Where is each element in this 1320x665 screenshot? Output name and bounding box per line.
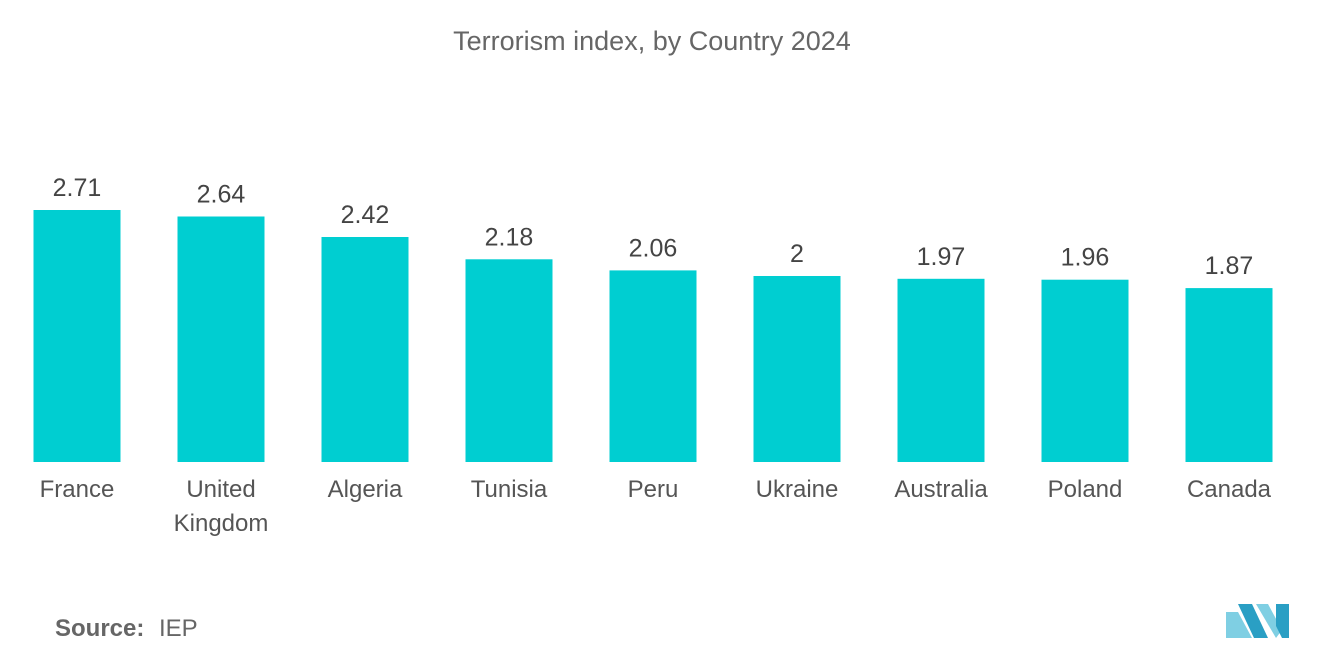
value-label-ukraine: 2 bbox=[790, 240, 804, 268]
category-label-tunisia: Tunisia bbox=[471, 476, 548, 503]
bar-algeria bbox=[321, 237, 409, 462]
bars-group bbox=[33, 210, 1273, 462]
source-value: IEP bbox=[159, 615, 198, 642]
bar-france bbox=[33, 210, 121, 462]
chart-title: Terrorism index, by Country 2024 bbox=[453, 26, 851, 56]
source-label: Source: bbox=[55, 615, 144, 642]
category-label-peru: Peru bbox=[628, 476, 679, 503]
source-note: Source: IEP bbox=[55, 615, 198, 642]
category-label-united-kingdom: United Kingdom bbox=[174, 476, 269, 537]
bar-peru bbox=[609, 270, 697, 462]
value-label-united-kingdom: 2.64 bbox=[197, 181, 246, 209]
value-label-poland: 1.96 bbox=[1061, 244, 1110, 272]
bar-australia bbox=[897, 278, 985, 462]
category-labels-group: France United Kingdom Algeria Tunisia Peru Ukr… bbox=[40, 476, 1272, 537]
bar-united-kingdom bbox=[177, 216, 265, 462]
value-label-australia: 1.97 bbox=[917, 243, 966, 271]
category-label-australia: Australia bbox=[894, 476, 988, 503]
bar-tunisia bbox=[465, 259, 553, 462]
value-label-france: 2.71 bbox=[53, 174, 102, 202]
category-label-canada: Canada bbox=[1187, 476, 1272, 503]
category-label-algeria: Algeria bbox=[328, 476, 403, 503]
value-labels-group: 2.71 2.64 2.42 2.18 2.06 2 1.97 1.96 1.87 bbox=[53, 174, 1254, 280]
value-label-canada: 1.87 bbox=[1205, 252, 1254, 280]
bar-poland bbox=[1041, 279, 1129, 462]
value-label-tunisia: 2.18 bbox=[485, 223, 534, 251]
category-label-france: France bbox=[40, 476, 115, 503]
category-label-ukraine: Ukraine bbox=[756, 476, 839, 503]
bar-ukraine bbox=[753, 276, 841, 462]
category-label-poland: Poland bbox=[1048, 476, 1123, 503]
mordor-intelligence-logo-icon bbox=[1226, 604, 1289, 638]
bar-canada bbox=[1185, 288, 1273, 462]
value-label-peru: 2.06 bbox=[629, 234, 678, 262]
value-label-algeria: 2.42 bbox=[341, 201, 390, 229]
